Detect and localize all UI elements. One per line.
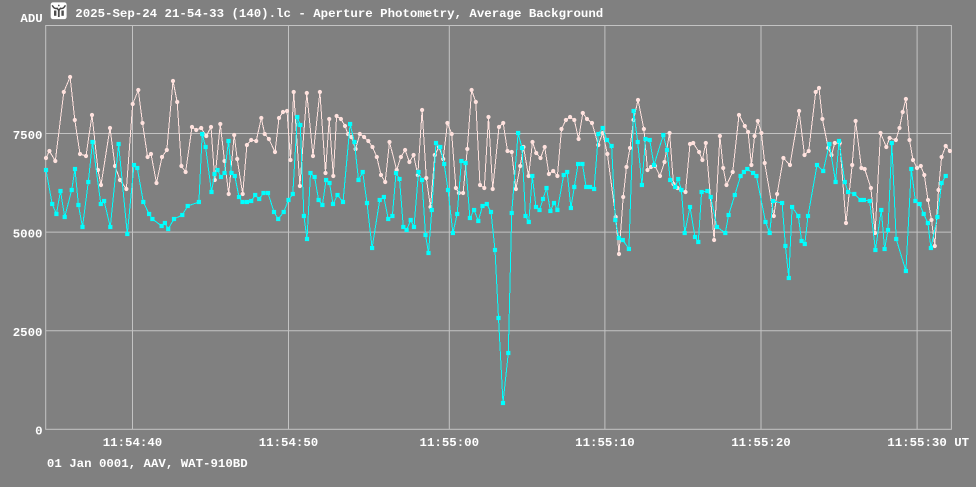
svg-text:11:55:30 UT: 11:55:30 UT [887, 436, 969, 450]
svg-text:7500: 7500 [13, 129, 43, 143]
svg-text:11:55:00: 11:55:00 [420, 436, 480, 450]
svg-text:01 Jan 0001, AAV, WAT-910BD: 01 Jan 0001, AAV, WAT-910BD [47, 457, 248, 471]
svg-text:5000: 5000 [13, 227, 43, 241]
svg-text:11:55:10: 11:55:10 [575, 436, 635, 450]
svg-text:2500: 2500 [13, 326, 43, 340]
svg-text:11:54:40: 11:54:40 [103, 436, 163, 450]
svg-text:2025-Sep-24 21-54-33 (140).lc: 2025-Sep-24 21-54-33 (140).lc - Aperture… [75, 7, 603, 21]
svg-text:0: 0 [35, 425, 42, 439]
svg-text:11:55:20: 11:55:20 [731, 436, 791, 450]
svg-text:ADU: ADU [20, 12, 42, 26]
svg-text:11:54:50: 11:54:50 [259, 436, 319, 450]
